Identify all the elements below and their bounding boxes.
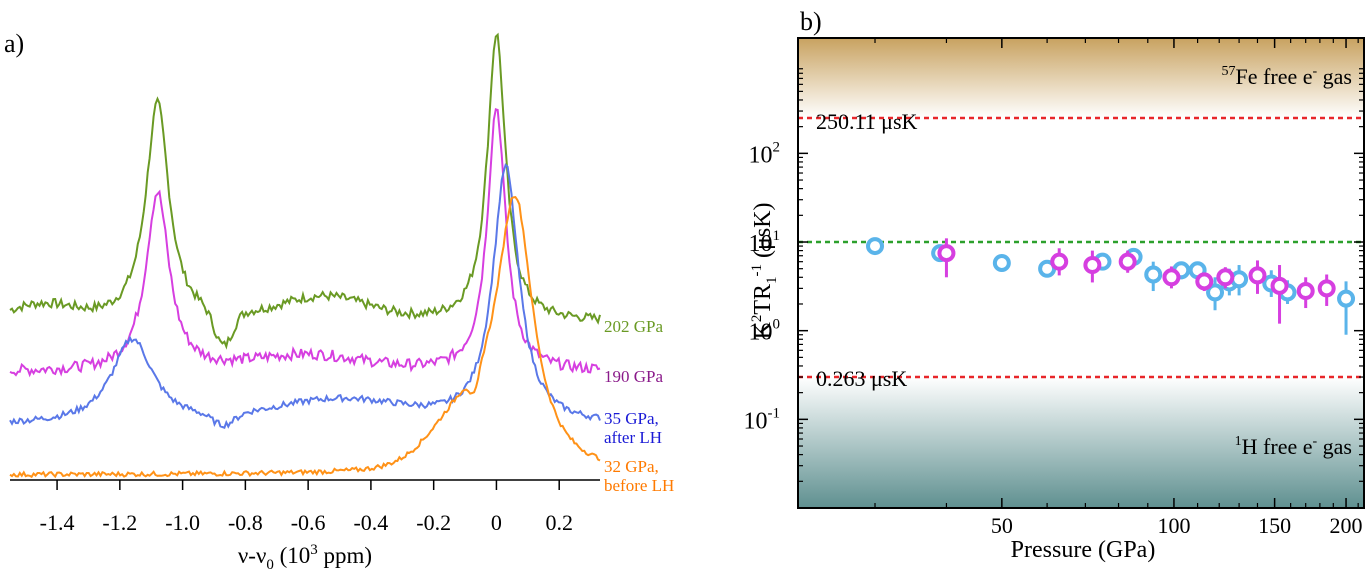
series-blue-point	[1337, 289, 1356, 308]
panel-b-label: b)	[800, 7, 822, 36]
panel-a: a) -1.4 -1.2 -1.0 -0.8 -0.6 -0.4 -0.2 0 0.2 ν-ν0…	[4, 29, 674, 573]
series-blue-point	[992, 253, 1011, 272]
series-blue-point	[1230, 270, 1249, 289]
spectrum-2	[9, 163, 601, 429]
series-magenta-point	[1050, 252, 1069, 271]
a-x-tick-label: -1.4	[40, 510, 75, 535]
a-x-tick-label: -0.6	[291, 510, 326, 535]
panel-b-data-points	[866, 237, 1356, 335]
a-x-tick-label: -1.0	[165, 510, 200, 535]
h-band-label: 1H free e- gas	[1235, 434, 1352, 459]
panel-b: b) 50 100 150 200 10-1 100 101 102 57Fe free e-…	[744, 7, 1365, 563]
b-x-tick-label: 100	[1157, 513, 1190, 538]
b-y-tick-label: 100	[749, 317, 781, 346]
reference-lines	[798, 116, 1364, 379]
a-x-tick-label: -0.2	[416, 510, 451, 535]
series-magenta-point	[1162, 268, 1181, 287]
series-magenta-point	[1083, 256, 1102, 275]
spectrum-1	[9, 107, 601, 378]
b-y-tick-label: 10-1	[744, 405, 781, 434]
a-x-tick-label: -0.8	[228, 510, 263, 535]
series-label: 190 GPa	[604, 367, 663, 386]
fe-free-electron-gas-band	[798, 38, 1364, 119]
panel-b-x-axis-label: Pressure (GPa)	[1011, 537, 1156, 563]
panel-a-x-axis-label: ν-ν0 (103 ppm)	[238, 542, 372, 573]
a-x-tick-label: -1.2	[102, 510, 137, 535]
a-x-tick-label: 0.2	[545, 510, 573, 535]
panel-a-x-ticks: -1.4 -1.2 -1.0 -0.8 -0.6 -0.4 -0.2 0 0.2	[40, 480, 573, 535]
series-label: after LH	[604, 428, 662, 447]
lower-limit-label: 0.263 μsK	[816, 366, 907, 391]
panel-a-label: a)	[4, 29, 24, 58]
series-label: 32 GPa,	[604, 457, 659, 476]
series-label: 35 GPa,	[604, 409, 659, 428]
b-x-tick-label: 200	[1330, 513, 1363, 538]
series-magenta-point	[1118, 252, 1137, 271]
series-magenta-point	[1270, 276, 1289, 295]
spectrum-0	[9, 32, 601, 350]
series-blue-point	[1206, 283, 1225, 302]
series-magenta-point	[1195, 272, 1214, 291]
b-y-tick-label: 102	[749, 139, 781, 168]
panel-b-ticks: 50 100 150 200 10-1 100 101 102	[744, 37, 1364, 538]
upper-limit-label: 250.11 μsK	[816, 109, 918, 134]
series-magenta-point	[1317, 279, 1336, 298]
series-magenta-point	[1216, 268, 1235, 287]
b-x-tick-label: 50	[991, 513, 1013, 538]
series-label: 202 GPa	[604, 317, 663, 336]
b-x-tick-label: 150	[1258, 513, 1291, 538]
series-blue-point	[866, 237, 885, 256]
series-blue-point	[1144, 265, 1163, 284]
panel-b-y-axis-label: K2TR1-1 (μsK)	[749, 202, 780, 339]
panel-a-series-labels: 202 GPa 190 GPa 35 GPa,after LH 32 GPa,befo…	[604, 317, 674, 495]
panel-a-traces	[9, 32, 601, 479]
panel-b-frame	[797, 37, 1365, 509]
b-y-tick-label: 101	[749, 228, 781, 257]
series-magenta-point	[1248, 266, 1267, 285]
series-label: before LH	[604, 476, 674, 495]
a-x-tick-label: 0	[491, 510, 502, 535]
spectrum-3	[9, 196, 601, 479]
series-magenta-point	[1296, 282, 1315, 301]
a-x-tick-label: -0.4	[353, 510, 388, 535]
fe-band-label: 57Fe free e- gas	[1222, 64, 1352, 89]
h-free-electron-gas-band	[798, 377, 1364, 508]
series-magenta-point	[937, 244, 956, 263]
